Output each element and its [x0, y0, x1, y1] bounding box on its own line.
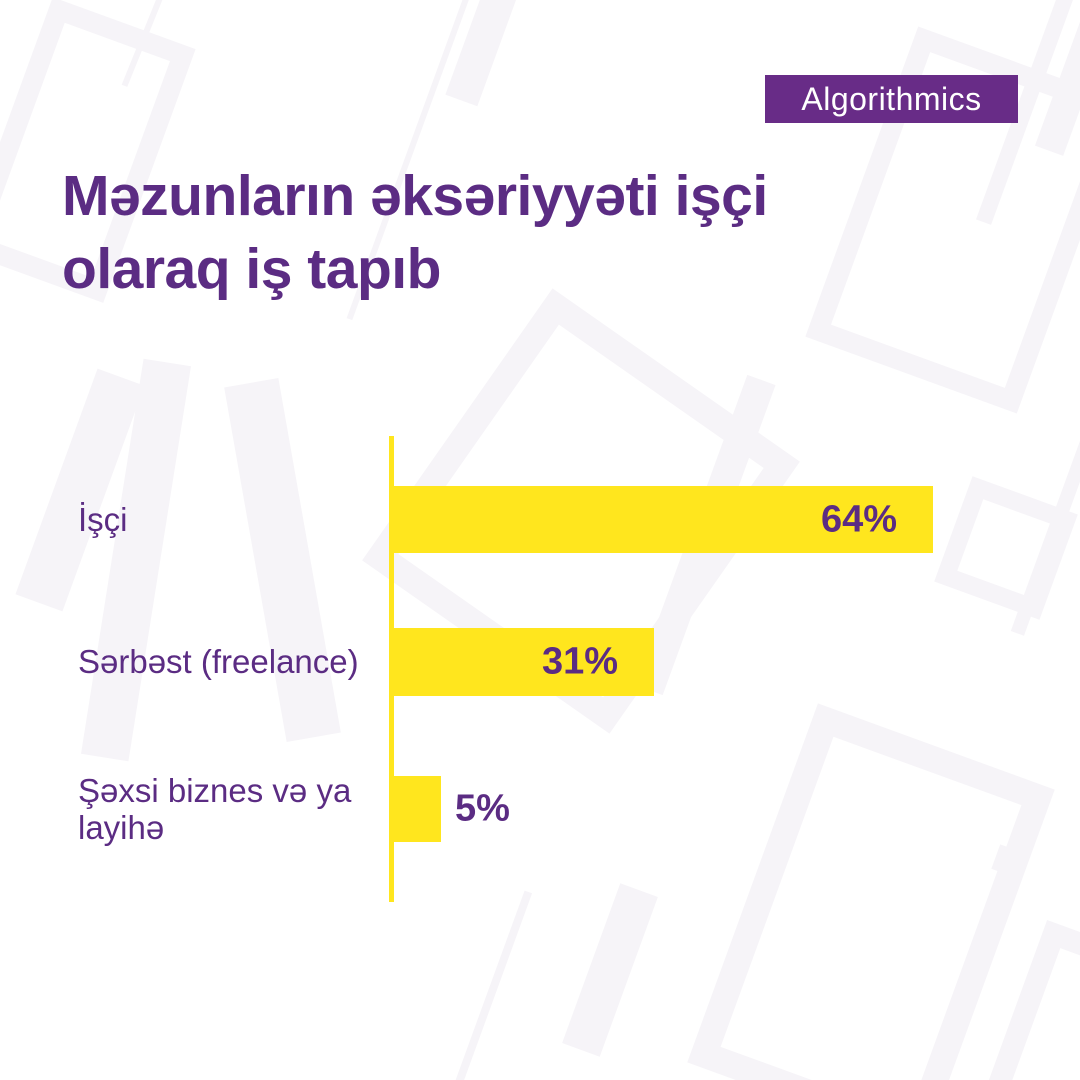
page-title: Məzunların əksəriyyəti işçi olaraq iş ta…	[62, 160, 768, 306]
chart-row: Şəxsi biznes və ya layihə 5%	[0, 771, 1080, 846]
page-title-line-2: olaraq iş tapıb	[62, 237, 441, 301]
bg-pattern-line-bottom-center	[445, 890, 533, 1080]
value-label: 5%	[455, 787, 510, 830]
value-label: 64%	[820, 498, 897, 540]
brand-logo: Algorithmics	[765, 75, 1018, 123]
chart-row: İşçi 64%	[0, 486, 1080, 553]
category-label: Şəxsi biznes və ya layihə	[78, 771, 352, 846]
brand-logo-text: Algorithmics	[801, 80, 982, 117]
category-label: Sərbəst (freelance)	[78, 643, 359, 681]
category-label: İşçi	[78, 500, 128, 538]
bg-pattern-band-bottom-center	[562, 883, 658, 1057]
chart-row: Sərbəst (freelance) 31%	[0, 628, 1080, 696]
bar: 5%	[391, 776, 510, 842]
bar: 64%	[391, 486, 933, 553]
bar: 31%	[391, 628, 654, 696]
page-title-line-1: Məzunların əksəriyyəti işçi	[62, 164, 768, 228]
bg-pattern-rect-bottom-right	[687, 703, 1055, 1080]
value-label: 31%	[541, 640, 618, 683]
